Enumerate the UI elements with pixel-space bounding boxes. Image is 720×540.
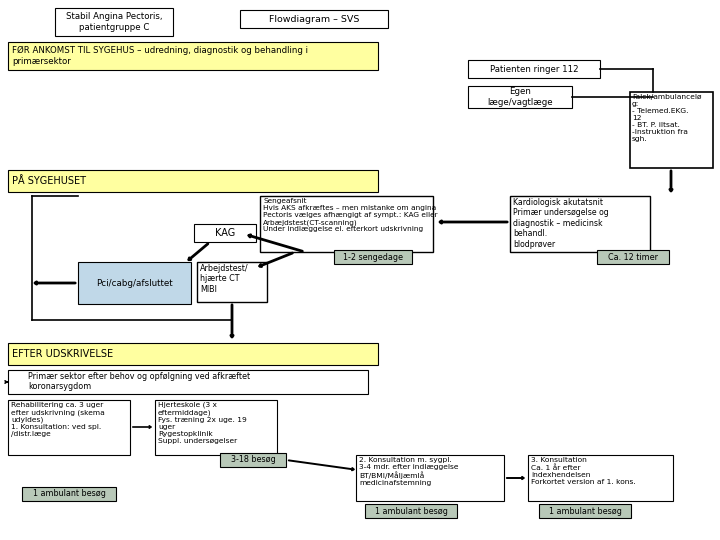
Text: Stabil Angina Pectoris,
patientgruppe C: Stabil Angina Pectoris, patientgruppe C [66, 12, 162, 32]
Bar [630, 92, 713, 168]
Text: 2. Konsultation m. sygpl.
3-4 mdr. efter indlæggelse
BT/BMI/Måljæmlå
medicinafst: 2. Konsultation m. sygpl. 3-4 mdr. efter… [359, 457, 459, 486]
Bar [8, 400, 130, 455]
Text: Falck/ambulancelø
g:
- Telemed.EKG.
12
- BT. P. iltsat.
-Instruktion fra
sgh.: Falck/ambulancelø g: - Telemed.EKG. 12 -… [632, 94, 701, 142]
Text: 1 ambulant besøg: 1 ambulant besøg [374, 507, 447, 516]
Text: 1 ambulant besøg: 1 ambulant besøg [549, 507, 621, 516]
Text: PÅ SYGEHUSET: PÅ SYGEHUSET [12, 176, 86, 186]
Bar [528, 455, 673, 501]
Bar [468, 86, 572, 108]
Bar [78, 262, 191, 304]
Text: Primær sektor efter behov og opfølgning ved afkræftet
koronarsygdom: Primær sektor efter behov og opfølgning … [28, 372, 250, 391]
Bar [155, 400, 277, 455]
Text: Sengeafsnit
Hvis AKS afkræftes – men mistanke om angina
Pectoris vælges afhængig: Sengeafsnit Hvis AKS afkræftes – men mis… [263, 198, 438, 233]
Text: Ca. 12 timer: Ca. 12 timer [608, 253, 658, 261]
Bar [334, 250, 412, 264]
Bar [194, 224, 256, 242]
Text: Rehabilitering ca. 3 uger
efter udskrivning (skema
udyldes)
1. Konsultation: ved: Rehabilitering ca. 3 uger efter udskrivn… [11, 402, 104, 437]
Text: Kardiologisk akutatsnit
Primær undersøgelse og
diagnostik – medicinsk
behandl.
b: Kardiologisk akutatsnit Primær undersøge… [513, 198, 608, 248]
Bar [22, 487, 116, 501]
Text: 3. Konsultation
Ca. 1 år efter
indexhendelsen
Forkortet version af 1. kons.: 3. Konsultation Ca. 1 år efter indexhend… [531, 457, 636, 485]
Text: 3-18 besøg: 3-18 besøg [230, 456, 275, 464]
Text: Pci/cabg/afsluttet: Pci/cabg/afsluttet [96, 279, 173, 287]
Text: FØR ANKOMST TIL SYGEHUS – udredning, diagnostik og behandling i
primærsektor: FØR ANKOMST TIL SYGEHUS – udredning, dia… [12, 46, 308, 65]
Text: EFTER UDSKRIVELSE: EFTER UDSKRIVELSE [12, 349, 113, 359]
Bar [356, 455, 504, 501]
Bar [8, 343, 378, 365]
Text: 1 ambulant besøg: 1 ambulant besøg [32, 489, 105, 498]
Bar [220, 453, 286, 467]
Bar [240, 10, 388, 28]
Text: Patienten ringer 112: Patienten ringer 112 [490, 64, 578, 73]
Bar [8, 170, 378, 192]
Bar [55, 8, 173, 36]
Bar [597, 250, 669, 264]
Bar [365, 504, 457, 518]
Bar [468, 60, 600, 78]
Bar [8, 370, 368, 394]
Bar [197, 262, 267, 302]
Text: Egen
læge/vagtlæge: Egen læge/vagtlæge [487, 87, 553, 107]
Bar [260, 196, 433, 252]
Bar [539, 504, 631, 518]
Text: Hjerteskole (3 x
eftermiddage)
Fys. træning 2x uge. 19
uger
Rygestopklinik
Suppl: Hjerteskole (3 x eftermiddage) Fys. træn… [158, 402, 247, 444]
Text: Arbejdstest/
hjærte CT
MIBI: Arbejdstest/ hjærte CT MIBI [200, 264, 248, 294]
Text: KAG: KAG [215, 228, 235, 238]
Text: Flowdiagram – SVS: Flowdiagram – SVS [269, 15, 359, 24]
Text: 1-2 sengedage: 1-2 sengedage [343, 253, 403, 261]
Bar [8, 42, 378, 70]
Bar [510, 196, 650, 252]
